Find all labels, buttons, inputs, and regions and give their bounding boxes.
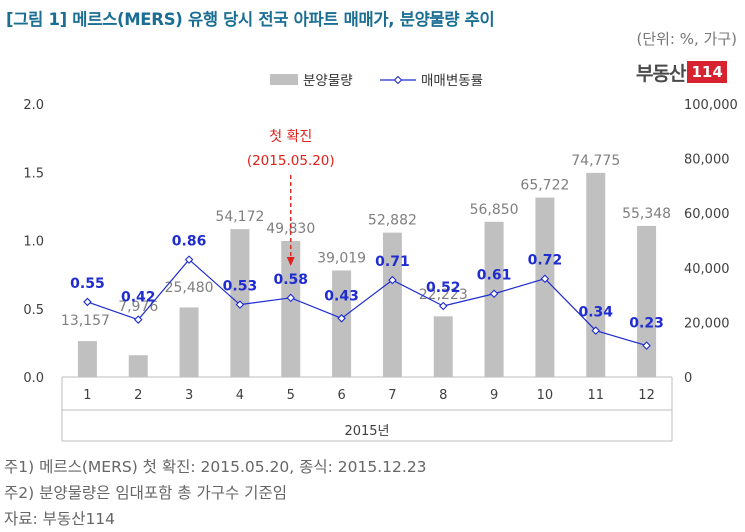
x-axis-title: 2015년 (344, 424, 389, 439)
rate-marker (337, 314, 346, 323)
x-tick-label: 1 (83, 388, 91, 403)
rate-value-label: 0.52 (426, 280, 461, 296)
bar-value-label: 56,850 (470, 202, 519, 218)
y-right-tick-label: 0 (684, 371, 692, 386)
x-tick-label: 7 (388, 388, 396, 403)
bar-value-label: 54,172 (215, 209, 264, 225)
legend-line-label: 매매변동률 (421, 73, 483, 89)
legend-bar-label: 분양물량 (303, 73, 353, 89)
brand-number: 114 (687, 61, 727, 83)
legend-line-marker (393, 75, 403, 85)
bar-value-label: 25,480 (165, 280, 214, 296)
rate-value-label: 0.86 (172, 234, 207, 250)
x-tick-label: 8 (439, 388, 447, 403)
bar (535, 197, 555, 377)
annotation-date: (2015.05.20) (247, 153, 335, 169)
bar (332, 270, 352, 377)
rate-value-label: 0.55 (70, 276, 105, 292)
bar-value-label: 74,775 (571, 153, 620, 169)
bar (484, 221, 504, 377)
footnote-2: 주2) 분양물량은 임대포함 총 가구수 기준임 (4, 484, 287, 502)
rate-marker (235, 300, 245, 309)
rate-value-label: 0.58 (273, 272, 308, 288)
brand-text: 부동산 (636, 62, 686, 85)
bar-value-label: 7,976 (118, 299, 158, 315)
bar (281, 240, 301, 377)
x-tick-label: 4 (236, 388, 244, 403)
bar-value-label: 49,830 (266, 221, 315, 237)
footnotes: 주1) 메르스(MERS) 첫 확진: 2015.05.20, 종식: 2015… (4, 454, 427, 532)
rate-value-label: 0.71 (375, 254, 410, 270)
bar (128, 355, 148, 377)
y-left-tick-label: 0.5 (23, 303, 44, 318)
bar (77, 341, 97, 377)
rate-value-label: 0.43 (324, 288, 359, 304)
rate-marker (540, 274, 550, 283)
bar-value-label: 22,223 (419, 287, 468, 303)
y-left-tick-label: 2.0 (23, 98, 44, 113)
rate-marker (642, 341, 651, 350)
rate-marker (83, 297, 92, 307)
x-tick-label: 11 (587, 388, 604, 403)
x-tick-label: 3 (185, 388, 193, 403)
y-left-tick-label: 1.5 (23, 166, 44, 181)
rate-marker (388, 275, 397, 285)
rate-value-label: 0.23 (629, 316, 664, 332)
rate-marker (591, 326, 601, 335)
bar (637, 225, 657, 377)
x-tick-label: 10 (537, 388, 554, 403)
rate-value-label: 0.34 (578, 305, 613, 321)
y-right-tick-label: 20,000 (684, 316, 730, 331)
bar-value-label: 52,882 (368, 213, 417, 229)
bar-value-label: 39,019 (317, 250, 366, 266)
rate-value-label: 0.72 (528, 253, 563, 269)
annotation-arrow-head (286, 257, 295, 266)
rate-value-label: 0.42 (121, 290, 156, 306)
bar-value-label: 65,722 (520, 178, 569, 194)
y-right-tick-label: 60,000 (684, 207, 730, 222)
bar-value-label: 13,157 (61, 313, 110, 329)
annotation-label: 첫 확진 (269, 129, 312, 145)
unit-label: (단위: %, 가구) (636, 30, 737, 48)
bar (179, 307, 199, 377)
rate-marker (286, 293, 296, 303)
rate-line (87, 258, 647, 347)
rate-value-label: 0.53 (223, 279, 258, 295)
rate-marker (184, 255, 194, 264)
chart: 0.0 0.5 1.0 1.5 2.0 0 20,000 40,000 60,000 80,000… (23, 73, 738, 442)
y-left-tick-label: 0.0 (23, 371, 44, 386)
x-tick-label: 6 (337, 388, 345, 403)
x-tick-label: 12 (638, 388, 655, 403)
bar (586, 172, 606, 377)
rate-marker (133, 315, 143, 324)
y-right-tick-label: 40,000 (684, 262, 730, 277)
footnote-source: 자료: 부동산114 (4, 510, 116, 528)
x-tick-label: 5 (287, 388, 295, 403)
bar-value-label: 55,348 (622, 206, 671, 222)
brand-logo: 부동산 114 (636, 60, 727, 85)
rate-marker (438, 301, 448, 311)
bar (382, 232, 402, 377)
x-tick-label: 2 (134, 388, 142, 403)
legend-bar-swatch (270, 74, 298, 85)
y-left-tick-label: 1.0 (23, 235, 44, 250)
footnote-1: 주1) 메르스(MERS) 첫 확진: 2015.05.20, 종식: 2015… (4, 458, 427, 476)
y-right-tick-label: 80,000 (684, 153, 730, 168)
bar (433, 316, 453, 377)
chart-title: [그림 1] 메르스(MERS) 유행 당시 전국 아파트 매매가, 분양물량 … (6, 10, 495, 29)
rate-marker (489, 289, 499, 299)
y-right-tick-label: 100,000 (684, 98, 738, 113)
x-tick-label: 9 (490, 388, 498, 403)
rate-value-label: 0.61 (477, 268, 512, 284)
